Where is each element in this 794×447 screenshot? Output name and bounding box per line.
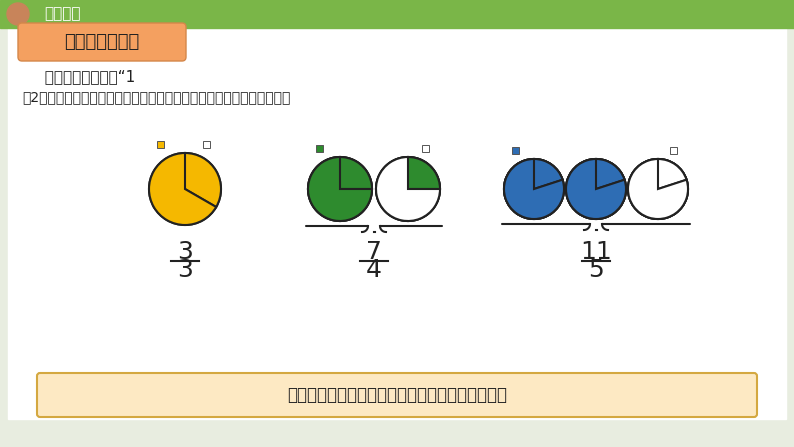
Wedge shape: [149, 153, 221, 207]
Text: 3: 3: [177, 240, 193, 264]
Bar: [316, 145, 323, 152]
Bar: [157, 141, 164, 148]
Wedge shape: [566, 159, 626, 213]
Text: 5: 5: [588, 258, 604, 282]
Text: 新知探究: 新知探究: [44, 7, 80, 21]
Wedge shape: [566, 159, 626, 219]
Wedge shape: [376, 157, 440, 221]
Bar: [203, 141, 210, 148]
Bar: [0, 0, 794, 28]
Text: 11: 11: [580, 240, 612, 264]
Bar: [670, 147, 677, 154]
Wedge shape: [376, 157, 440, 221]
Wedge shape: [504, 159, 562, 219]
Wedge shape: [628, 159, 687, 219]
Bar: [8, 28, 786, 419]
Text: 真分数和假分数: 真分数和假分数: [64, 33, 140, 51]
Wedge shape: [308, 157, 372, 221]
Wedge shape: [308, 157, 372, 221]
Wedge shape: [376, 157, 440, 221]
Bar: [512, 147, 519, 154]
FancyBboxPatch shape: [37, 373, 757, 417]
FancyBboxPatch shape: [18, 23, 186, 61]
Wedge shape: [504, 159, 564, 219]
Wedge shape: [628, 159, 688, 219]
Bar: [422, 145, 429, 152]
Circle shape: [7, 3, 29, 25]
Text: 这些分数的分子有的比分母大，有的和分母一样大: 这些分数的分子有的比分母大，有的和分母一样大: [287, 386, 507, 404]
Wedge shape: [376, 157, 440, 221]
Wedge shape: [504, 159, 564, 213]
Text: 把一个圆作为单位“1: 把一个圆作为单位“1: [35, 69, 135, 84]
Text: 3: 3: [177, 258, 193, 282]
Wedge shape: [566, 159, 626, 219]
Wedge shape: [628, 159, 688, 213]
Text: 7: 7: [366, 240, 382, 264]
Wedge shape: [566, 159, 625, 219]
Wedge shape: [568, 159, 626, 219]
Text: 4: 4: [366, 258, 382, 282]
Wedge shape: [628, 159, 688, 219]
Text: （2）分别涂色表示下面各分数，并比较每个分数中分子和分母的大小。: （2）分别涂色表示下面各分数，并比较每个分数中分子和分母的大小。: [22, 90, 291, 104]
Wedge shape: [630, 159, 688, 219]
Wedge shape: [504, 159, 564, 219]
Wedge shape: [154, 153, 221, 225]
Wedge shape: [308, 157, 372, 221]
Wedge shape: [506, 159, 564, 219]
Wedge shape: [308, 157, 372, 221]
Wedge shape: [149, 153, 216, 225]
